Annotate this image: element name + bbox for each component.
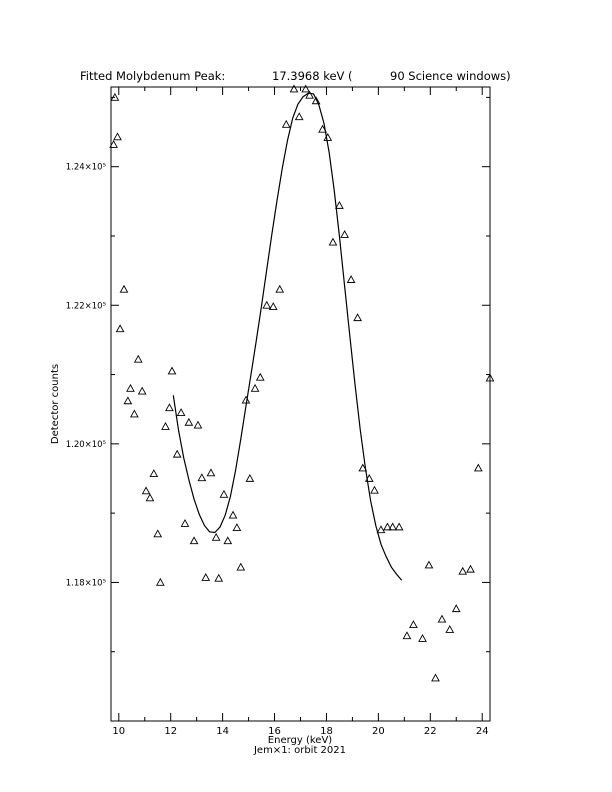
data-point	[189, 536, 199, 545]
x-tick-label: 12	[164, 726, 177, 737]
data-point	[219, 489, 229, 498]
data-point	[431, 673, 440, 682]
data-point	[176, 408, 186, 416]
data-point	[318, 124, 327, 133]
data-point	[214, 573, 224, 582]
data-point	[126, 383, 135, 392]
data-point	[193, 420, 203, 429]
data-point	[383, 522, 392, 531]
data-point	[275, 284, 285, 293]
data-point	[115, 324, 125, 333]
data-point	[250, 383, 260, 392]
data-point	[388, 522, 398, 531]
data-point	[305, 90, 314, 99]
data-point	[206, 468, 216, 477]
data-point	[153, 529, 163, 538]
data-point	[161, 421, 170, 430]
data-point	[245, 473, 255, 482]
chart-title-right: 90 Science windows)	[390, 69, 511, 83]
data-point	[180, 518, 190, 527]
x-tick-label: 14	[216, 726, 229, 737]
data-points	[109, 84, 495, 682]
data-point	[113, 132, 122, 141]
data-point	[485, 373, 495, 382]
data-point	[129, 409, 139, 418]
x-tick-label: 10	[112, 726, 125, 737]
data-point	[328, 237, 338, 246]
data-point	[370, 485, 379, 494]
data-point	[294, 112, 304, 121]
data-point	[197, 473, 207, 482]
data-point	[255, 372, 265, 381]
data-point	[141, 486, 151, 495]
plot-frame	[110, 86, 491, 722]
data-point	[228, 510, 238, 519]
data-point	[473, 463, 483, 472]
caption: Jem×1: orbit 2021	[253, 745, 346, 756]
tick-labels: 10 12 14 16 18 20 22 24 1.18×10⁵ 1.20×10⁵ 1.22×10⁵…	[66, 163, 489, 737]
data-point	[445, 625, 455, 633]
data-point	[137, 386, 147, 395]
data-point	[346, 275, 356, 283]
data-point	[409, 620, 418, 629]
data-point	[311, 96, 321, 105]
axis-ticks	[111, 87, 490, 722]
data-point	[466, 564, 475, 573]
data-point	[133, 354, 143, 363]
data-point	[281, 119, 291, 128]
y-tick-label: 1.24×10⁵	[66, 163, 106, 173]
chart-title-left: Fitted Molybdenum Peak:	[80, 69, 225, 83]
x-tick-label: 16	[268, 726, 281, 737]
y-tick-label: 1.20×10⁵	[66, 440, 106, 450]
y-axis-label: Detector counts	[50, 364, 61, 444]
x-tick-label: 20	[372, 726, 385, 737]
data-point	[424, 560, 434, 569]
data-point	[376, 525, 386, 534]
data-point	[335, 200, 344, 209]
y-tick-label: 1.18×10⁵	[66, 578, 106, 588]
data-point	[223, 536, 233, 545]
data-point	[167, 366, 177, 375]
data-point	[262, 300, 272, 309]
data-point	[123, 396, 133, 405]
data-point	[340, 230, 349, 238]
data-point	[458, 566, 468, 575]
data-point	[172, 449, 182, 458]
data-point	[418, 634, 427, 642]
data-point	[145, 493, 155, 502]
data-point	[155, 577, 165, 586]
data-point	[301, 84, 311, 93]
data-point	[241, 395, 251, 404]
data-point	[211, 532, 221, 541]
x-tick-label: 24	[476, 726, 489, 737]
data-point	[353, 313, 362, 322]
data-point	[358, 463, 368, 472]
data-point	[232, 523, 242, 532]
data-point	[402, 631, 412, 640]
y-tick-label: 1.22×10⁵	[66, 301, 106, 311]
data-point	[149, 469, 159, 477]
data-point	[289, 84, 299, 93]
x-tick-label: 18	[320, 726, 333, 737]
x-axis-label: Energy (keV)	[268, 735, 333, 746]
data-point	[364, 473, 374, 482]
data-point	[451, 604, 461, 613]
data-point	[184, 417, 194, 426]
data-point	[119, 284, 129, 293]
x-tick-label: 22	[424, 726, 437, 737]
data-point	[110, 92, 120, 101]
data-point	[323, 133, 333, 141]
data-point	[437, 614, 447, 623]
data-point	[201, 573, 211, 581]
data-point	[394, 522, 404, 531]
data-point	[109, 139, 118, 148]
fit-curve-group	[172, 92, 403, 581]
fit-curve	[172, 92, 403, 581]
data-point	[236, 562, 246, 571]
data-point	[165, 403, 174, 412]
data-point	[268, 302, 278, 310]
chart-title-value: 17.3968 keV (	[272, 69, 353, 83]
